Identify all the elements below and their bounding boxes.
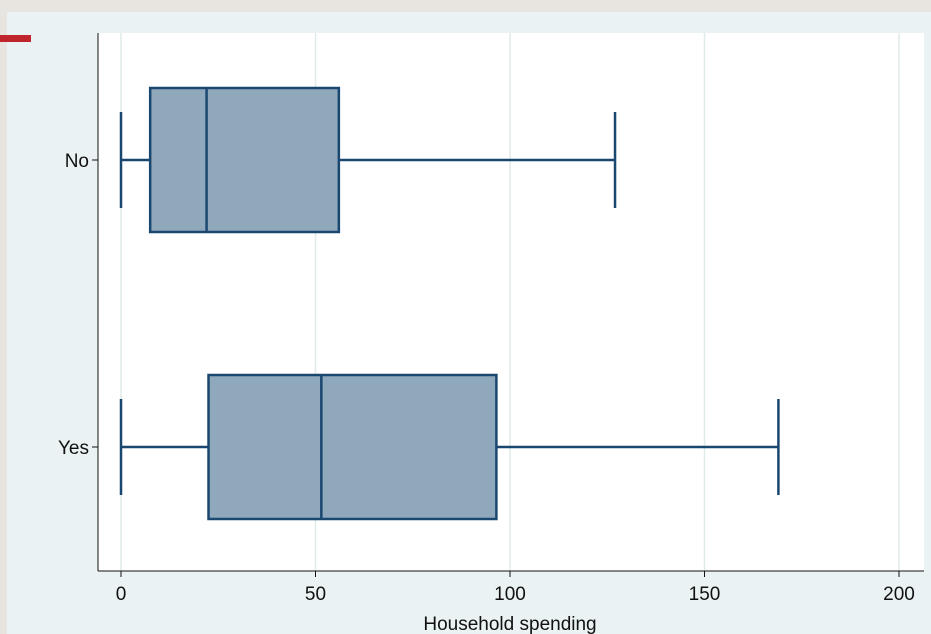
iqr-box-yes bbox=[207, 373, 498, 521]
boxes bbox=[119, 86, 780, 521]
axes bbox=[97, 33, 924, 572]
x-tick-label-0: 0 bbox=[116, 584, 127, 605]
x-axis-ticks: 0 50 100 150 200 bbox=[116, 571, 915, 605]
x-tick-label-100: 100 bbox=[494, 584, 526, 605]
box-yes bbox=[119, 373, 780, 521]
box-no bbox=[119, 86, 617, 234]
iqr-box-no bbox=[148, 86, 341, 234]
x-tick-label-50: 50 bbox=[305, 584, 326, 605]
y-axis-categories: No Yes bbox=[58, 151, 98, 459]
y-category-label-yes: Yes bbox=[58, 438, 89, 459]
x-tick-label-200: 200 bbox=[883, 584, 915, 605]
accent-bar bbox=[0, 35, 31, 42]
y-category-label-no: No bbox=[65, 151, 89, 172]
x-axis-title: Household spending bbox=[423, 614, 596, 634]
x-tick-label-150: 150 bbox=[689, 584, 721, 605]
